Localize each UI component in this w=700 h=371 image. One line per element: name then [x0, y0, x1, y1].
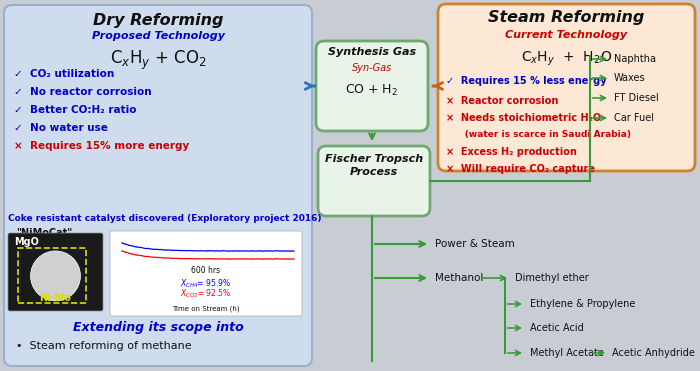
- Text: Syn-Gas: Syn-Gas: [352, 63, 392, 73]
- Text: Power & Steam: Power & Steam: [435, 239, 514, 249]
- Text: ×  Requires 15% more energy: × Requires 15% more energy: [14, 141, 189, 151]
- Text: (water is scarce in Saudi Arabia): (water is scarce in Saudi Arabia): [446, 130, 631, 139]
- Text: Methanol: Methanol: [435, 273, 484, 283]
- Text: ×  Will require CO₂ capture: × Will require CO₂ capture: [446, 164, 595, 174]
- Text: •  Steam reforming of methane: • Steam reforming of methane: [16, 341, 192, 351]
- FancyBboxPatch shape: [4, 5, 312, 366]
- Text: Naphtha: Naphtha: [614, 54, 656, 64]
- Text: Waxes: Waxes: [614, 73, 645, 83]
- Text: ×  Reactor corrosion: × Reactor corrosion: [446, 96, 559, 106]
- Text: Coke resistant catalyst discovered (Exploratory project 2016): Coke resistant catalyst discovered (Expl…: [8, 214, 321, 223]
- Text: Extending its scope into: Extending its scope into: [73, 321, 244, 334]
- Text: ✓  CO₂ utilization: ✓ CO₂ utilization: [14, 69, 114, 79]
- Text: C$_x$H$_y$  +  H$_2$O: C$_x$H$_y$ + H$_2$O: [521, 50, 612, 68]
- Text: Proposed Technology: Proposed Technology: [92, 31, 225, 41]
- Text: $X_{CH4}$= 95.9%: $X_{CH4}$= 95.9%: [181, 277, 232, 289]
- Text: Steam Reforming: Steam Reforming: [489, 10, 645, 25]
- Text: Dry Reforming: Dry Reforming: [92, 13, 223, 28]
- Text: ✓  Requires 15 % less energy: ✓ Requires 15 % less energy: [446, 76, 607, 86]
- Text: ×  Needs stoichiometric H₂O: × Needs stoichiometric H₂O: [446, 113, 601, 123]
- Text: Dimethyl ether: Dimethyl ether: [515, 273, 589, 283]
- Text: Synthesis Gas: Synthesis Gas: [328, 47, 416, 57]
- Text: 600 hrs: 600 hrs: [191, 266, 220, 275]
- FancyBboxPatch shape: [316, 41, 428, 131]
- Text: ✓  No reactor corrosion: ✓ No reactor corrosion: [14, 87, 152, 97]
- FancyBboxPatch shape: [438, 4, 695, 171]
- Text: C$_x$H$_y$ + CO$_2$: C$_x$H$_y$ + CO$_2$: [110, 49, 206, 72]
- Text: Methyl Acetate: Methyl Acetate: [530, 348, 604, 358]
- Text: Acetic Anhydride: Acetic Anhydride: [612, 348, 695, 358]
- Text: Ni-Mo: Ni-Mo: [40, 293, 71, 303]
- Text: Car Fuel: Car Fuel: [614, 113, 654, 123]
- Text: ×  Excess H₂ production: × Excess H₂ production: [446, 147, 577, 157]
- FancyBboxPatch shape: [318, 146, 430, 216]
- Text: "NiMoCat": "NiMoCat": [16, 228, 72, 238]
- Text: Fischer Tropsch
Process: Fischer Tropsch Process: [325, 154, 423, 177]
- Text: Ethylene & Propylene: Ethylene & Propylene: [530, 299, 636, 309]
- Circle shape: [31, 251, 80, 301]
- Text: MgO: MgO: [14, 237, 39, 247]
- Text: ✓  No water use: ✓ No water use: [14, 123, 108, 133]
- Text: CO + H$_2$: CO + H$_2$: [345, 83, 398, 98]
- Text: Time on Stream (h): Time on Stream (h): [172, 305, 240, 312]
- FancyBboxPatch shape: [110, 231, 302, 316]
- Text: $X_{CO2}$= 92.5%: $X_{CO2}$= 92.5%: [180, 287, 232, 299]
- Text: Acetic Acid: Acetic Acid: [530, 323, 584, 333]
- FancyBboxPatch shape: [8, 233, 103, 311]
- Text: FT Diesel: FT Diesel: [614, 93, 659, 103]
- Text: ✓  Better CO:H₂ ratio: ✓ Better CO:H₂ ratio: [14, 105, 136, 115]
- Text: Current Technology: Current Technology: [505, 30, 628, 40]
